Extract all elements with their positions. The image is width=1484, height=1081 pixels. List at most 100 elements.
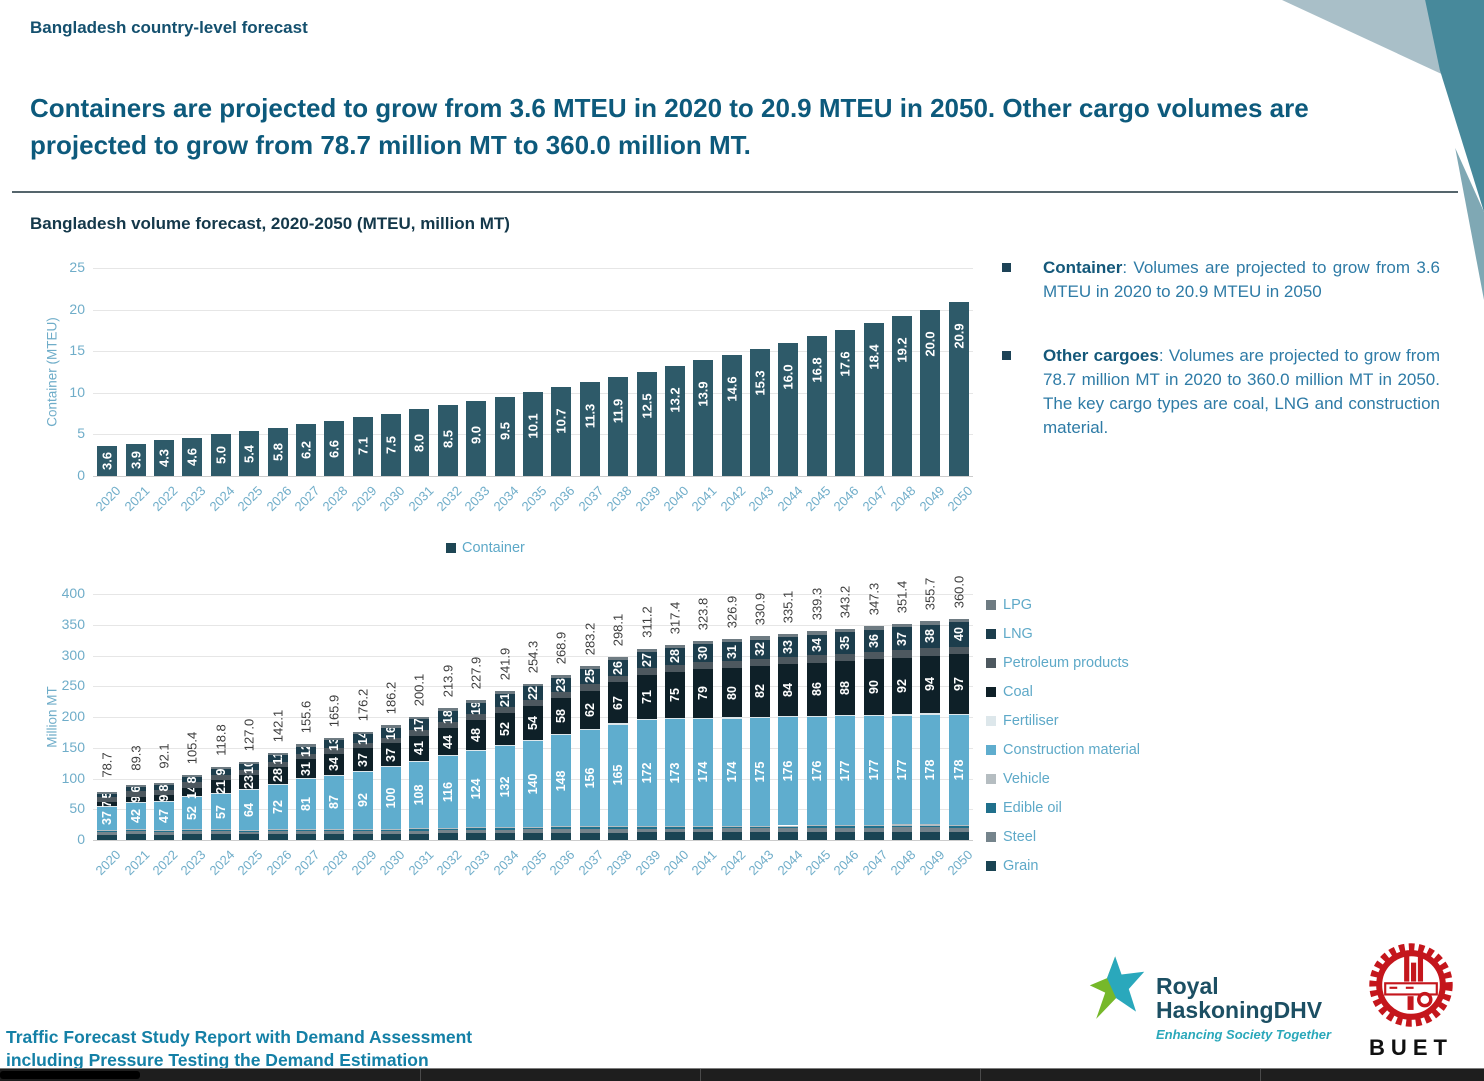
segment-value-label: 174 xyxy=(724,761,739,783)
stacked-segment-steel xyxy=(920,827,941,832)
container-bar xyxy=(693,360,714,476)
stacked-segment-construction-material xyxy=(750,717,771,826)
segment-value-label: 173 xyxy=(667,762,682,783)
x-axis-year-label: 2049 xyxy=(915,847,948,879)
stacked-segment-coal xyxy=(693,669,714,718)
segment-value-label: 18 xyxy=(440,709,455,724)
legend-item-construction-material: Construction material xyxy=(986,742,1140,758)
stacked-segment-steel xyxy=(693,828,714,833)
segment-value-label: 32 xyxy=(753,642,768,657)
container-bar-value-label: 7.1 xyxy=(355,437,371,456)
segment-value-label: 97 xyxy=(951,676,966,691)
stacked-segment-steel xyxy=(437,830,458,834)
x-axis-year-label: 2038 xyxy=(603,847,635,879)
segment-value-label: 71 xyxy=(639,689,654,704)
container-bar xyxy=(750,348,771,476)
stacked-segment-coal xyxy=(267,766,288,785)
x-axis-year-label: 2047 xyxy=(859,483,891,515)
stacked-segment-lng xyxy=(608,659,629,676)
x-axis-year-label: 2024 xyxy=(206,847,238,879)
stacked-segment-steel xyxy=(239,831,260,835)
stacked-segment-steel xyxy=(778,828,799,833)
y-axis-tick-label: 250 xyxy=(61,677,85,694)
container-bar xyxy=(97,446,118,476)
stacked-segment-petroleum-products xyxy=(892,649,913,658)
stacked-segment-coal xyxy=(750,666,771,717)
container-bar xyxy=(324,421,345,476)
segment-value-label: 174 xyxy=(696,762,711,783)
stacked-segment-vehicle xyxy=(750,825,771,827)
container-bar xyxy=(437,405,458,476)
stacked-segment-lng xyxy=(153,785,174,791)
rhdhv-name-top: Royal xyxy=(1156,973,1219,999)
stacked-segment-lng xyxy=(409,719,430,730)
container-bar xyxy=(608,376,629,476)
cargo-volume-stacked-chart: 0 50 100 150 200 250 300 350 400 Million MT 2020 20… xyxy=(38,570,988,920)
container-bar xyxy=(721,354,742,476)
stacked-segment-petroleum-products xyxy=(636,668,657,676)
stacked-segment-fertiliser xyxy=(409,760,430,762)
bar-total-label: 339.3 xyxy=(809,588,825,621)
segment-value-label: 40 xyxy=(951,627,966,642)
segment-value-label: 132 xyxy=(497,776,512,798)
bar-total-label: 155.6 xyxy=(298,701,314,734)
title-divider xyxy=(12,191,1458,193)
stacked-segment-petroleum-products xyxy=(608,675,629,683)
stacked-segment-construction-material xyxy=(494,746,515,828)
stacked-segment-edible-oil xyxy=(153,831,174,833)
container-bar-value-label: 9.0 xyxy=(468,426,484,445)
stacked-segment-coal xyxy=(523,706,543,740)
segment-value-label: 48 xyxy=(469,728,484,743)
segment-value-label: 178 xyxy=(923,759,938,780)
stacked-segment-vehicle xyxy=(636,825,657,828)
stacked-segment-petroleum-products xyxy=(125,791,146,797)
stacked-segment-construction-material xyxy=(409,761,430,829)
stacked-segment-coal xyxy=(324,753,345,775)
stacked-segment-coal xyxy=(920,655,941,714)
container-bar-value-label: 17.6 xyxy=(837,350,853,377)
stacked-segment-lng xyxy=(636,651,657,669)
segment-value-label: 52 xyxy=(497,722,512,736)
stacked-segment-grain xyxy=(523,832,543,840)
container-bar xyxy=(778,342,799,476)
x-axis-year-label: 2024 xyxy=(206,483,238,515)
stacked-segment-fertiliser xyxy=(551,734,572,736)
stacked-segment-grain xyxy=(750,832,771,840)
gridline xyxy=(93,624,973,626)
rhdhv-star-icon xyxy=(1089,956,1145,1019)
container-bar xyxy=(920,309,941,476)
stacked-segment-grain xyxy=(636,832,657,840)
stacked-segment-lng xyxy=(778,637,799,658)
stacked-segment-coal xyxy=(664,671,685,719)
segment-value-label: 172 xyxy=(639,762,654,784)
stacked-segment-construction-material xyxy=(806,716,827,826)
rhdhv-tagline: Enhancing Society Together xyxy=(1156,1027,1332,1042)
legend-item-petroleum-products: Petroleum products xyxy=(986,655,1129,671)
stacked-segment-petroleum-products xyxy=(267,761,288,767)
bar-total-label: 343.2 xyxy=(837,585,853,619)
stacked-segment-grain xyxy=(437,833,458,840)
x-axis-year-label: 2034 xyxy=(490,847,522,879)
x-axis-year-label: 2020 xyxy=(92,847,124,879)
x-axis-year-label: 2031 xyxy=(405,847,437,879)
segment-value-label: 35 xyxy=(838,635,853,650)
stacked-segment-lpg xyxy=(182,775,203,778)
x-axis-year-label: 2021 xyxy=(121,483,153,515)
stacked-segment-grain xyxy=(352,833,373,840)
x-axis-year-label: 2050 xyxy=(944,483,976,515)
bar-total-label: 200.1 xyxy=(411,673,427,707)
legend-label: Petroleum products xyxy=(1003,655,1129,671)
segment-value-label: 62 xyxy=(582,702,597,717)
x-axis-year-label: 2046 xyxy=(830,847,862,879)
stacked-segment-edible-oil xyxy=(466,828,487,830)
x-axis-year-label: 2032 xyxy=(433,847,465,879)
stacked-segment-petroleum-products xyxy=(352,742,373,749)
stacked-segment-petroleum-products xyxy=(948,646,969,654)
stacked-segment-lpg xyxy=(153,783,174,786)
stacked-segment-steel xyxy=(721,828,742,833)
stacked-segment-grain xyxy=(210,834,231,840)
x-axis-year-label: 2039 xyxy=(632,847,664,879)
stacked-segment-fertiliser xyxy=(466,749,487,752)
stacked-segment-fertiliser xyxy=(778,715,799,718)
stacked-segment-construction-material xyxy=(125,803,146,829)
